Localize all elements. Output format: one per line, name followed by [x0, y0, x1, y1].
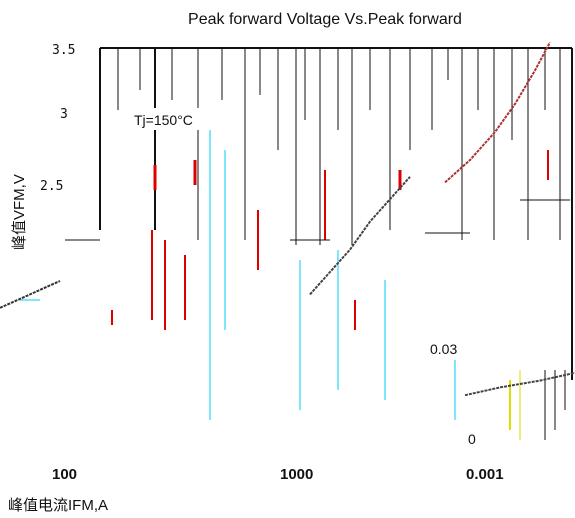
x-tick-label: 100 [52, 466, 77, 483]
x-axis-label-text: 峰值电流IFM,A [8, 497, 108, 514]
value-annotation: 0.03 [430, 341, 457, 357]
series-group [0, 41, 575, 397]
y-tick-label: 2.5 [40, 179, 63, 194]
tj-label-bg [130, 108, 222, 130]
y-axis-label: 峰值VFM,V [11, 174, 28, 250]
x-axis-label: 峰值电流IFM,A [8, 494, 108, 515]
series-line [444, 41, 551, 184]
y-tick-label: 3 [60, 107, 68, 122]
grid-lines [20, 48, 573, 440]
zero-annotation: 0 [468, 431, 476, 447]
series-line [464, 371, 575, 397]
x-tick-label: 1000 [280, 466, 313, 483]
x-tick-label: 0.001 [466, 466, 504, 483]
chart-title: Peak forward Voltage Vs.Peak forward [188, 11, 462, 28]
series-line [309, 176, 411, 296]
y-tick-label: 3.5 [52, 43, 75, 58]
series-line [0, 280, 61, 309]
tj-annotation: Tj=150°C [134, 112, 193, 128]
